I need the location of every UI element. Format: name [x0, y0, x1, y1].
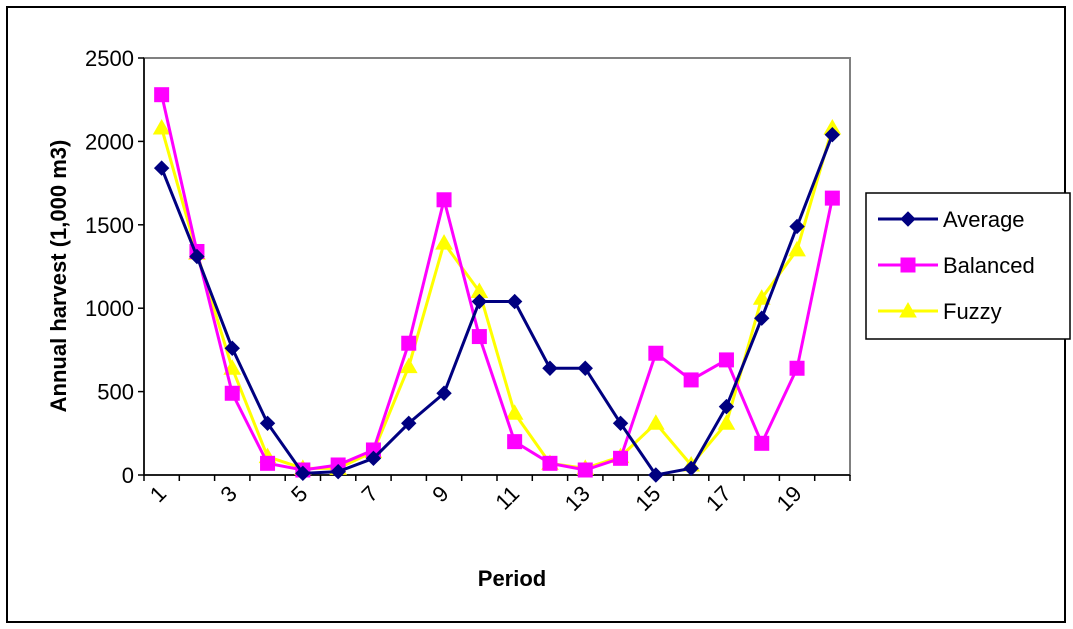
y-axis-title: Annual harvest (1,000 m3): [46, 140, 71, 413]
x-tick-label: 7: [357, 481, 383, 507]
data-point-average: [401, 415, 417, 431]
data-point-average: [612, 415, 629, 431]
legend-marker-fuzzy: [899, 301, 917, 318]
data-point-balanced: [789, 360, 805, 376]
x-tick-label: 5: [286, 481, 312, 507]
data-point-average: [789, 218, 805, 235]
data-point-balanced: [613, 450, 629, 466]
data-point-fuzzy: [223, 359, 242, 375]
data-point-balanced: [754, 435, 770, 451]
x-axis-title: Period: [478, 566, 546, 591]
legend-marker-balanced: [900, 257, 916, 273]
x-tick-label: 17: [701, 481, 736, 516]
x-tick-label: 1: [145, 481, 171, 507]
data-point-average: [542, 360, 558, 376]
y-tick-label: 1000: [85, 296, 134, 321]
x-axis-ticks: 1 3 5 7 9 11 13 15 17 19: [143, 475, 851, 516]
data-point-average: [718, 398, 735, 415]
legend-label-average: Average: [943, 207, 1025, 232]
data-point-average: [189, 248, 205, 265]
data-point-average: [648, 467, 664, 483]
data-point-average: [365, 450, 382, 467]
x-tick-label: 13: [560, 481, 595, 516]
y-tick-label: 2500: [85, 46, 134, 71]
data-point-average: [259, 415, 276, 431]
data-point-fuzzy: [152, 119, 171, 135]
data-point-fuzzy: [646, 414, 665, 430]
data-point-balanced: [401, 335, 417, 351]
data-point-balanced: [224, 385, 240, 401]
y-tick-label: 1500: [85, 213, 134, 238]
data-point-balanced: [718, 352, 734, 368]
data-point-fuzzy: [717, 414, 736, 430]
data-point-average: [683, 460, 699, 477]
data-point-balanced: [648, 345, 664, 361]
x-tick-label: 3: [215, 481, 241, 507]
y-tick-label: 2000: [85, 129, 134, 154]
x-tick-label: 19: [772, 481, 807, 516]
data-point-average: [330, 463, 346, 480]
data-point-average: [224, 340, 240, 356]
data-point-balanced: [260, 455, 276, 471]
data-point-balanced: [471, 329, 487, 345]
x-tick-label: 9: [427, 481, 453, 507]
data-point-average: [754, 310, 770, 326]
data-point-average: [153, 160, 170, 176]
data-point-balanced: [542, 455, 558, 471]
legend-box: [865, 192, 1071, 340]
data-point-average: [295, 465, 311, 482]
legend-marker-average: [900, 211, 916, 227]
series-line-average: [160, 134, 834, 477]
data-point-fuzzy: [435, 234, 453, 250]
data-point-average: [577, 360, 593, 376]
data-point-balanced: [154, 87, 170, 103]
data-point-fuzzy: [505, 404, 524, 420]
data-point-average: [471, 293, 488, 310]
y-tick-label: 500: [97, 380, 134, 405]
legend-label-fuzzy: Fuzzy: [943, 299, 1002, 324]
data-point-fuzzy: [752, 289, 771, 305]
data-point-fuzzy: [788, 240, 806, 257]
y-tick-label: 0: [122, 463, 134, 488]
y-axis-ticks: 0 500 1000 1500 2000 2500: [85, 46, 144, 488]
x-tick-label: 11: [490, 481, 524, 515]
data-point-balanced: [683, 372, 699, 388]
series-group: [152, 87, 842, 483]
data-point-balanced: [824, 190, 840, 206]
data-point-fuzzy: [399, 357, 418, 374]
data-point-balanced: [436, 192, 452, 208]
x-tick-label: 15: [630, 481, 665, 516]
data-point-average: [824, 127, 841, 143]
data-point-average: [436, 385, 452, 401]
data-point-balanced: [577, 462, 593, 478]
data-point-balanced: [507, 434, 523, 450]
data-point-average: [506, 293, 523, 310]
legend-label-balanced: Balanced: [943, 253, 1035, 278]
legend: Average Balanced Fuzzy: [865, 192, 1071, 340]
series-average: [153, 127, 841, 483]
